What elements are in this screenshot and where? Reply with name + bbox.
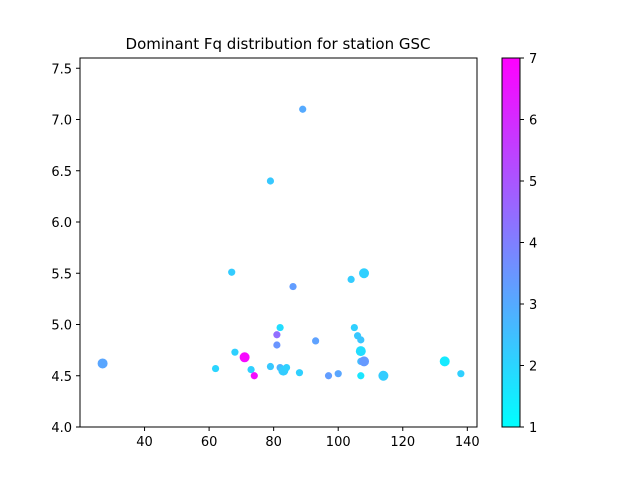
- data-point: [357, 336, 365, 344]
- data-point: [347, 275, 355, 283]
- x-axis: 40 60 80 100 120 140: [136, 427, 480, 450]
- chart-title: Dominant Fq distribution for station GSC: [126, 35, 431, 53]
- data-point: [228, 268, 236, 276]
- colorbar-tick-label: 3: [529, 298, 537, 313]
- y-tick-label: 7.5: [51, 62, 72, 77]
- points-layer: [97, 105, 465, 381]
- y-tick-label: 5.5: [51, 267, 72, 282]
- data-point: [357, 372, 365, 380]
- data-point: [273, 331, 281, 339]
- colorbar: [501, 57, 521, 428]
- plot-frame: [79, 57, 478, 428]
- data-point: [439, 356, 450, 367]
- data-point: [266, 177, 275, 185]
- data-point: [273, 341, 281, 349]
- data-point: [359, 268, 370, 279]
- colorbar-tick-label: 6: [529, 114, 537, 129]
- data-point: [282, 363, 291, 372]
- x-tick-label: 140: [455, 435, 480, 450]
- colorbar-axis: 1 2 3 4 5 6 7: [520, 52, 537, 436]
- x-tick-label: 100: [326, 435, 351, 450]
- data-point: [324, 372, 333, 380]
- data-point: [355, 346, 366, 357]
- y-tick-label: 6.5: [51, 165, 72, 180]
- x-tick-label: 60: [201, 435, 218, 450]
- x-tick-label: 80: [265, 435, 282, 450]
- x-tick-label: 40: [136, 435, 153, 450]
- data-point: [211, 364, 220, 373]
- data-point: [231, 348, 239, 356]
- y-axis: 4.0 4.5 5.0 5.5 6.0 6.5 7.0 7.5: [51, 62, 80, 436]
- data-point: [350, 323, 358, 332]
- y-tick-label: 5.0: [51, 319, 72, 334]
- colorbar-tick-label: 7: [529, 52, 537, 67]
- data-point: [295, 369, 304, 377]
- data-point: [266, 362, 275, 371]
- data-point: [312, 337, 320, 345]
- data-point: [276, 323, 284, 332]
- y-tick-label: 6.0: [51, 216, 72, 231]
- data-point: [378, 370, 389, 381]
- colorbar-tick-label: 5: [529, 175, 537, 190]
- data-point: [334, 370, 342, 378]
- colorbar-tick-label: 2: [529, 360, 537, 375]
- data-point: [97, 358, 108, 369]
- data-point: [250, 372, 258, 380]
- y-tick-label: 4.5: [51, 370, 72, 385]
- data-point: [247, 366, 255, 374]
- y-tick-label: 7.0: [51, 114, 72, 129]
- colorbar-tick-label: 4: [529, 237, 537, 252]
- colorbar-tick-label: 1: [529, 421, 537, 436]
- data-point: [299, 105, 307, 113]
- data-point: [359, 356, 370, 367]
- data-point: [239, 352, 250, 363]
- y-tick-label: 4.0: [51, 421, 72, 436]
- data-point: [457, 370, 465, 378]
- data-point: [289, 282, 297, 291]
- x-tick-label: 120: [390, 435, 415, 450]
